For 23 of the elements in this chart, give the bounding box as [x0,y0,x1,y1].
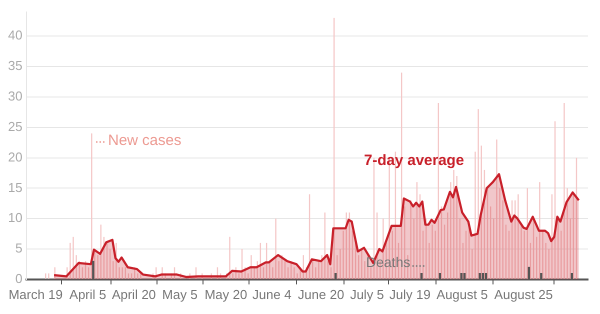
series-label: New cases [108,132,182,150]
series-label: Deaths [366,254,410,270]
y-tick-label: 20 [8,149,22,164]
y-tick-label: 10 [8,210,22,226]
x-tick-label: August 5 [436,286,488,302]
y-tick-label: 15 [8,180,22,195]
x-tick-label: June 20 [298,286,344,302]
x-tick-label: March 19 [8,286,63,302]
y-tick-label: 25 [8,118,22,134]
y-tick-label: 0 [15,270,22,286]
series-label: 7-day average [364,152,464,170]
y-tick-label: 35 [8,58,22,74]
x-tick-label: May 20 [204,286,248,302]
x-tick-label: April 20 [112,286,156,302]
x-tick-label: July 5 [350,286,384,302]
x-tick-label: June 4 [252,286,292,302]
y-tick-label: 30 [8,88,22,104]
x-tick-label: April 5 [69,286,106,302]
x-tick-label: August 25 [494,286,553,302]
y-tick-label: 40 [8,28,22,43]
x-tick-label: May 5 [162,286,198,302]
x-tick-label: July 19 [389,286,431,302]
y-tick-label: 5 [15,240,22,256]
